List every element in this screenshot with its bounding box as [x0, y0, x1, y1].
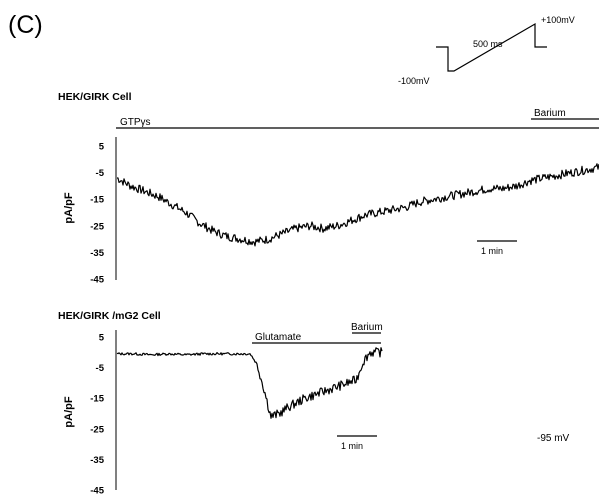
ramp-protocol-trace [436, 22, 547, 72]
ramp-start-voltage: -100mV [398, 76, 430, 86]
y-tick-label: -35 [90, 455, 104, 466]
panel-top-y-label: pA/pF [63, 192, 75, 223]
panel-bottom-trace [116, 347, 383, 419]
y-tick-label: -35 [90, 248, 104, 259]
panel-top-trace [117, 163, 599, 247]
y-tick-label: -15 [90, 394, 104, 405]
panel-bottom-y-ticks: 5 -5 -15 -25 -35 -45 [90, 333, 104, 497]
holding-potential: -95 mV [537, 433, 570, 444]
y-tick-label: -45 [90, 275, 104, 286]
panel-top-scale-label: 1 min [481, 246, 503, 256]
panel-bottom: HEK/GIRK /mG2 Cell 5 -5 -15 -25 -35 -45 pA/pF… [58, 310, 570, 497]
y-tick-label: -25 [90, 424, 104, 435]
barium-label-bottom: Barium [351, 322, 383, 333]
y-tick-label: -15 [90, 195, 104, 206]
y-tick-label: 5 [99, 333, 105, 344]
glutamate-label: Glutamate [255, 332, 302, 343]
y-tick-label: -25 [90, 221, 104, 232]
gtp-label: GTPγs [120, 117, 151, 128]
panel-bottom-scale-label: 1 min [341, 441, 363, 451]
ramp-duration: 500 ms [473, 39, 503, 49]
y-tick-label: -5 [96, 363, 105, 374]
y-tick-label: 5 [99, 142, 105, 153]
ramp-protocol: -100mV +100mV 500 ms [398, 15, 575, 86]
y-tick-label: -45 [90, 486, 104, 497]
y-tick-label: -5 [96, 168, 105, 179]
panel-bottom-title: HEK/GIRK /mG2 Cell [58, 310, 161, 322]
panel-label: (C) [8, 11, 43, 39]
panel-top-y-ticks: 5 -5 -15 -25 -35 -45 [90, 142, 104, 286]
panel-bottom-y-label: pA/pF [63, 396, 75, 427]
panel-top-title: HEK/GIRK Cell [58, 91, 132, 103]
barium-label-top: Barium [534, 108, 566, 119]
ramp-end-voltage: +100mV [541, 15, 575, 25]
panel-top: HEK/GIRK Cell 5 -5 -15 -25 -35 -45 pA/pF GTPγ… [58, 91, 599, 286]
